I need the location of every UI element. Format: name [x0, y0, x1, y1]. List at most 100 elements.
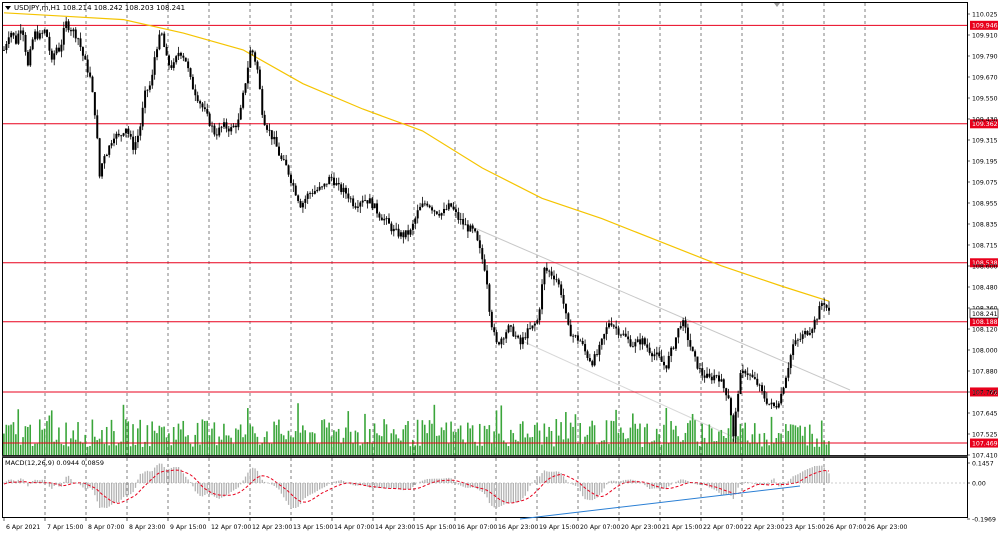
- volume-bar: [256, 436, 259, 455]
- candle-body: [799, 338, 802, 340]
- volume-bar: [804, 426, 806, 455]
- candle-body: [665, 365, 668, 369]
- volume-bar: [247, 408, 249, 455]
- candle-body: [784, 377, 787, 388]
- candle-body: [196, 95, 199, 102]
- candle-body: [706, 373, 709, 378]
- volume-bar: [543, 423, 546, 455]
- candle-body: [701, 368, 704, 376]
- volume-bar: [620, 427, 622, 455]
- volume-bar: [177, 423, 180, 455]
- volume-bar: [782, 443, 785, 455]
- candle-body: [399, 232, 402, 237]
- volume-bar: [175, 439, 177, 455]
- volume-bar: [751, 434, 754, 455]
- candle-body: [60, 44, 63, 52]
- candle-body: [428, 205, 431, 208]
- candle-body: [586, 351, 589, 358]
- candle-body: [529, 328, 532, 330]
- time-tick-label: 22 Apr 07:00: [703, 524, 743, 531]
- candle-body: [237, 119, 240, 128]
- macd-tick-label: 0.1457: [972, 461, 994, 468]
- volume-bar: [490, 443, 493, 455]
- candle-body: [227, 128, 230, 132]
- candle-body: [309, 193, 312, 194]
- candle-body: [651, 353, 654, 357]
- volume-bar: [373, 423, 376, 455]
- candle-body: [610, 323, 613, 326]
- candle-body: [275, 136, 278, 147]
- candle-body: [170, 65, 173, 68]
- candle-body: [722, 379, 725, 389]
- candle-body: [521, 337, 524, 345]
- candle-body: [175, 56, 178, 63]
- candle-body: [682, 320, 685, 327]
- candle-body: [122, 133, 125, 136]
- candle-body: [101, 163, 104, 177]
- candle-body: [818, 306, 821, 320]
- volume-bar: [665, 407, 668, 455]
- candle-body: [765, 398, 768, 404]
- candle-body: [608, 323, 610, 328]
- candle-body: [177, 52, 180, 57]
- candle-body: [301, 202, 304, 208]
- volume-bar: [74, 439, 77, 455]
- volume-bar: [122, 404, 125, 455]
- volume-bar: [617, 432, 620, 455]
- volume-bar: [476, 445, 479, 455]
- candle-body: [646, 344, 649, 348]
- volume-bar: [168, 433, 170, 455]
- volume-bar: [823, 440, 825, 455]
- volume-bar: [526, 433, 529, 455]
- candle-body: [266, 125, 269, 130]
- candle-body: [407, 230, 410, 235]
- candle-body: [287, 165, 290, 175]
- candle-body: [744, 370, 747, 374]
- candle-body: [98, 138, 101, 177]
- volume-bar: [801, 435, 804, 455]
- candle-body: [110, 143, 113, 146]
- shift-marker-icon[interactable]: [774, 3, 780, 7]
- candle-body: [239, 107, 242, 120]
- volume-bar: [397, 438, 400, 455]
- volume-bar: [299, 432, 302, 455]
- candle-body: [761, 385, 764, 392]
- candle-body: [378, 213, 381, 218]
- candle-body: [725, 388, 728, 396]
- volume-bar: [725, 438, 727, 455]
- candle-body: [622, 333, 625, 335]
- level-price-tag: [970, 258, 998, 268]
- candle-body: [292, 182, 295, 186]
- volume-bar: [746, 440, 749, 455]
- time-tick-label: 16 Apr 07:00: [457, 524, 497, 531]
- chart-menu-icon[interactable]: [5, 6, 11, 10]
- candle-body: [462, 218, 465, 225]
- volume-bar: [201, 419, 204, 455]
- volume-bar: [409, 446, 412, 455]
- volume-bar: [653, 440, 656, 455]
- volume-bar: [646, 423, 648, 455]
- volume-bar: [316, 442, 318, 455]
- volume-bar: [820, 420, 823, 455]
- volume-bar: [758, 433, 761, 455]
- volume-bar: [328, 422, 330, 455]
- volume-bar: [775, 438, 778, 455]
- candle-body: [679, 326, 682, 329]
- price-tick-label: 108.480: [972, 285, 998, 292]
- volume-bar: [213, 422, 216, 455]
- candle-body: [24, 34, 27, 52]
- volume-bar: [438, 435, 440, 455]
- volume-bar: [368, 429, 371, 455]
- volume-bar: [110, 419, 113, 455]
- level-price-label: 109.362: [972, 121, 998, 128]
- volume-bar: [337, 428, 340, 455]
- volume-bar: [488, 425, 491, 455]
- candle-body: [792, 344, 795, 356]
- candle-body: [627, 336, 630, 340]
- candle-body: [67, 21, 70, 31]
- candle-body: [509, 325, 512, 327]
- macd-axis: 0.1457 0.00 -0.1969: [967, 461, 996, 524]
- time-tick-label: 8 Apr 07:00: [88, 524, 124, 531]
